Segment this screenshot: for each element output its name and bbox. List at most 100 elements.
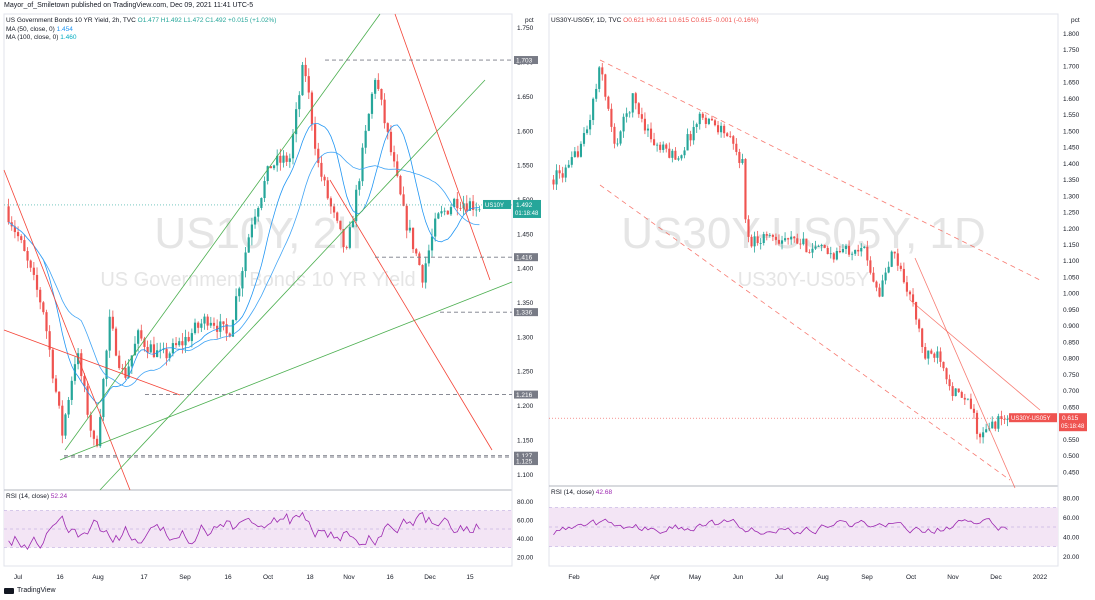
candle-body [165,348,168,359]
y-tick-label: 0.550 [1063,437,1080,444]
y-tick-label: 0.500 [1063,453,1080,460]
candle-body [698,113,701,125]
candle-body [16,232,20,237]
candle-body [787,238,790,240]
candle-body [646,128,650,131]
y-tick-label: 1.250 [1063,210,1080,217]
candle-body [307,76,310,93]
level-tag-label: 1.125 [516,459,533,466]
candle-body [304,64,307,77]
level-tag-label: 1.216 [516,392,533,399]
candle-body [437,213,440,219]
candle-body [124,368,127,378]
candle-body [595,88,598,99]
candle-body [23,240,26,252]
x-tick-label: May [689,574,702,581]
level-tag-label: 1.416 [516,255,533,262]
rsi-line [8,511,480,550]
candle-body [570,157,573,165]
candle-body [193,322,197,334]
candle-body [238,288,241,297]
x-tick-label: Aug [92,574,104,581]
candle-body [704,117,707,124]
candle-body [320,162,323,177]
candle-body [111,316,114,329]
candle-body [377,79,380,89]
unit-label: pct [1071,17,1080,24]
candle-body [771,234,774,237]
price-tag-countdown: 05:18:48 [1061,424,1085,430]
symbol-tag [1009,413,1057,423]
candle-body [181,341,184,346]
y-tick-label: 1.800 [1063,31,1080,38]
candle-body [832,253,835,260]
candle-body [902,268,905,283]
rsi-y-tick: 20.00 [1063,554,1080,561]
y-tick-label: 1.650 [1063,80,1080,87]
rsi-legend: RSI (14, close) 52.24 [6,493,67,500]
candle-body [872,272,875,282]
candle-body [1006,418,1009,420]
candle-body [51,349,54,379]
x-tick-label: Jun [733,574,744,581]
candle-body [942,361,945,369]
candle-body [61,405,64,436]
candle-body [799,243,802,245]
candle-body [392,152,396,162]
candle-body [282,155,285,163]
candle-body [716,125,720,133]
ma50-line [8,123,480,404]
candle-body [288,158,291,162]
candle-body [130,355,133,367]
candle-body [29,260,32,268]
candle-body [933,353,936,358]
y-tick-label: 0.950 [1063,307,1080,314]
candle-body [659,144,662,150]
candle-body [924,346,927,359]
price-tag-value: 0.615 [1062,415,1079,422]
trend-line [329,179,493,451]
level-tag-label: 1.336 [516,310,533,317]
trend-line [909,299,1041,411]
trend-line [599,59,1041,281]
y-tick-label: 1.600 [1063,96,1080,103]
candle-body [415,249,418,254]
candle-body [222,321,225,325]
candle-body [744,158,747,220]
candle-body [668,148,671,158]
candle-body [561,173,564,178]
candle-body [741,158,744,163]
candle-body [162,348,165,350]
candle-body [951,386,954,397]
candle-body [915,301,918,320]
level-tag [514,308,538,317]
price-tag-countdown: 01:18:48 [515,211,539,217]
y-tick-label: 1.700 [1063,63,1080,70]
candle-body [604,74,607,97]
candle-body [244,252,247,272]
x-tick-label: Dec [990,574,1002,581]
watermark-name: US Government Bonds 10 YR Yield [100,269,415,291]
candle-body [677,158,680,160]
candle-body [905,282,909,292]
rsi-legend: RSI (14, close) 42.68 [551,489,612,496]
x-tick-label: Sep [179,574,191,581]
candle-body [707,118,710,124]
candle-body [607,96,610,109]
candle-body [272,165,276,169]
candle-body [564,167,567,178]
candle-body [893,251,896,254]
candle-body [969,398,972,409]
candle-body [689,134,692,141]
candle-body [478,209,481,211]
y-tick-label: 1.050 [1063,274,1080,281]
rsi-y-tick: 40.00 [517,536,534,543]
candle-body [257,207,260,217]
candle-body [936,351,939,358]
candle-body [784,238,787,241]
x-tick-label: 16 [386,574,394,581]
level-tag [514,457,538,466]
candle-body [637,103,640,115]
legend-line: US Government Bonds 10 YR Yield, 2h, TVC… [6,17,276,24]
trend-line [64,13,381,451]
